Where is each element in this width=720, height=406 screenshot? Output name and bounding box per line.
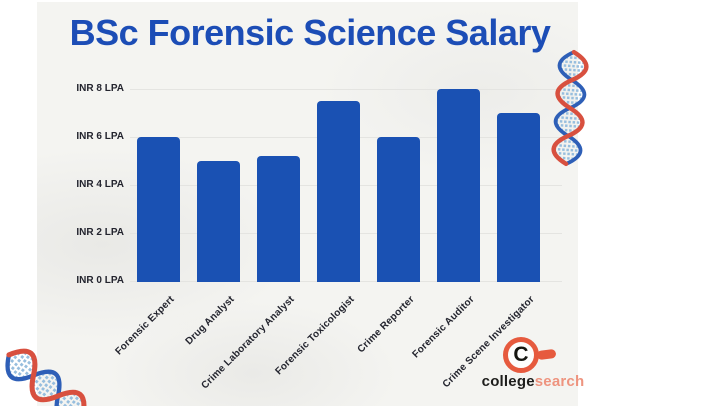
bar-crime-reporter (377, 136, 420, 282)
y-axis-label: INR 4 LPA (76, 178, 124, 190)
y-axis-label: INR 8 LPA (76, 82, 124, 94)
gridline (130, 88, 562, 90)
wordmark-search: search (534, 373, 585, 390)
x-axis-label: Crime Reporter (355, 294, 417, 356)
x-axis-label: Drug Analyst (183, 294, 237, 348)
logo-monogram: C (513, 343, 529, 366)
x-axis-label: Forensic Expert (112, 294, 177, 358)
chart-title: BSc Forensic Science Salary (69, 12, 551, 53)
y-axis-label: INR 0 LPA (76, 274, 124, 286)
infographic-card (37, 2, 578, 406)
collegesearch-wordmark: collegesearch (463, 373, 603, 390)
dna-helix-icon (551, 49, 589, 167)
bar-crime-laboratory-analyst (257, 155, 300, 282)
bar-forensic-expert (137, 136, 180, 282)
x-axis-label: Forensic Auditor (409, 294, 477, 361)
collegesearch-logo-icon: C (503, 337, 539, 373)
wordmark-college: college (481, 373, 535, 390)
dna-helix-icon (5, 348, 111, 406)
bar-drug-analyst (197, 160, 240, 282)
bar-forensic-toxicologist (317, 100, 360, 282)
bar-crime-scene-investigator (497, 112, 540, 282)
y-axis-label: INR 6 LPA (76, 130, 124, 142)
y-axis-label: INR 2 LPA (76, 226, 124, 238)
bar-forensic-auditor (437, 88, 480, 282)
